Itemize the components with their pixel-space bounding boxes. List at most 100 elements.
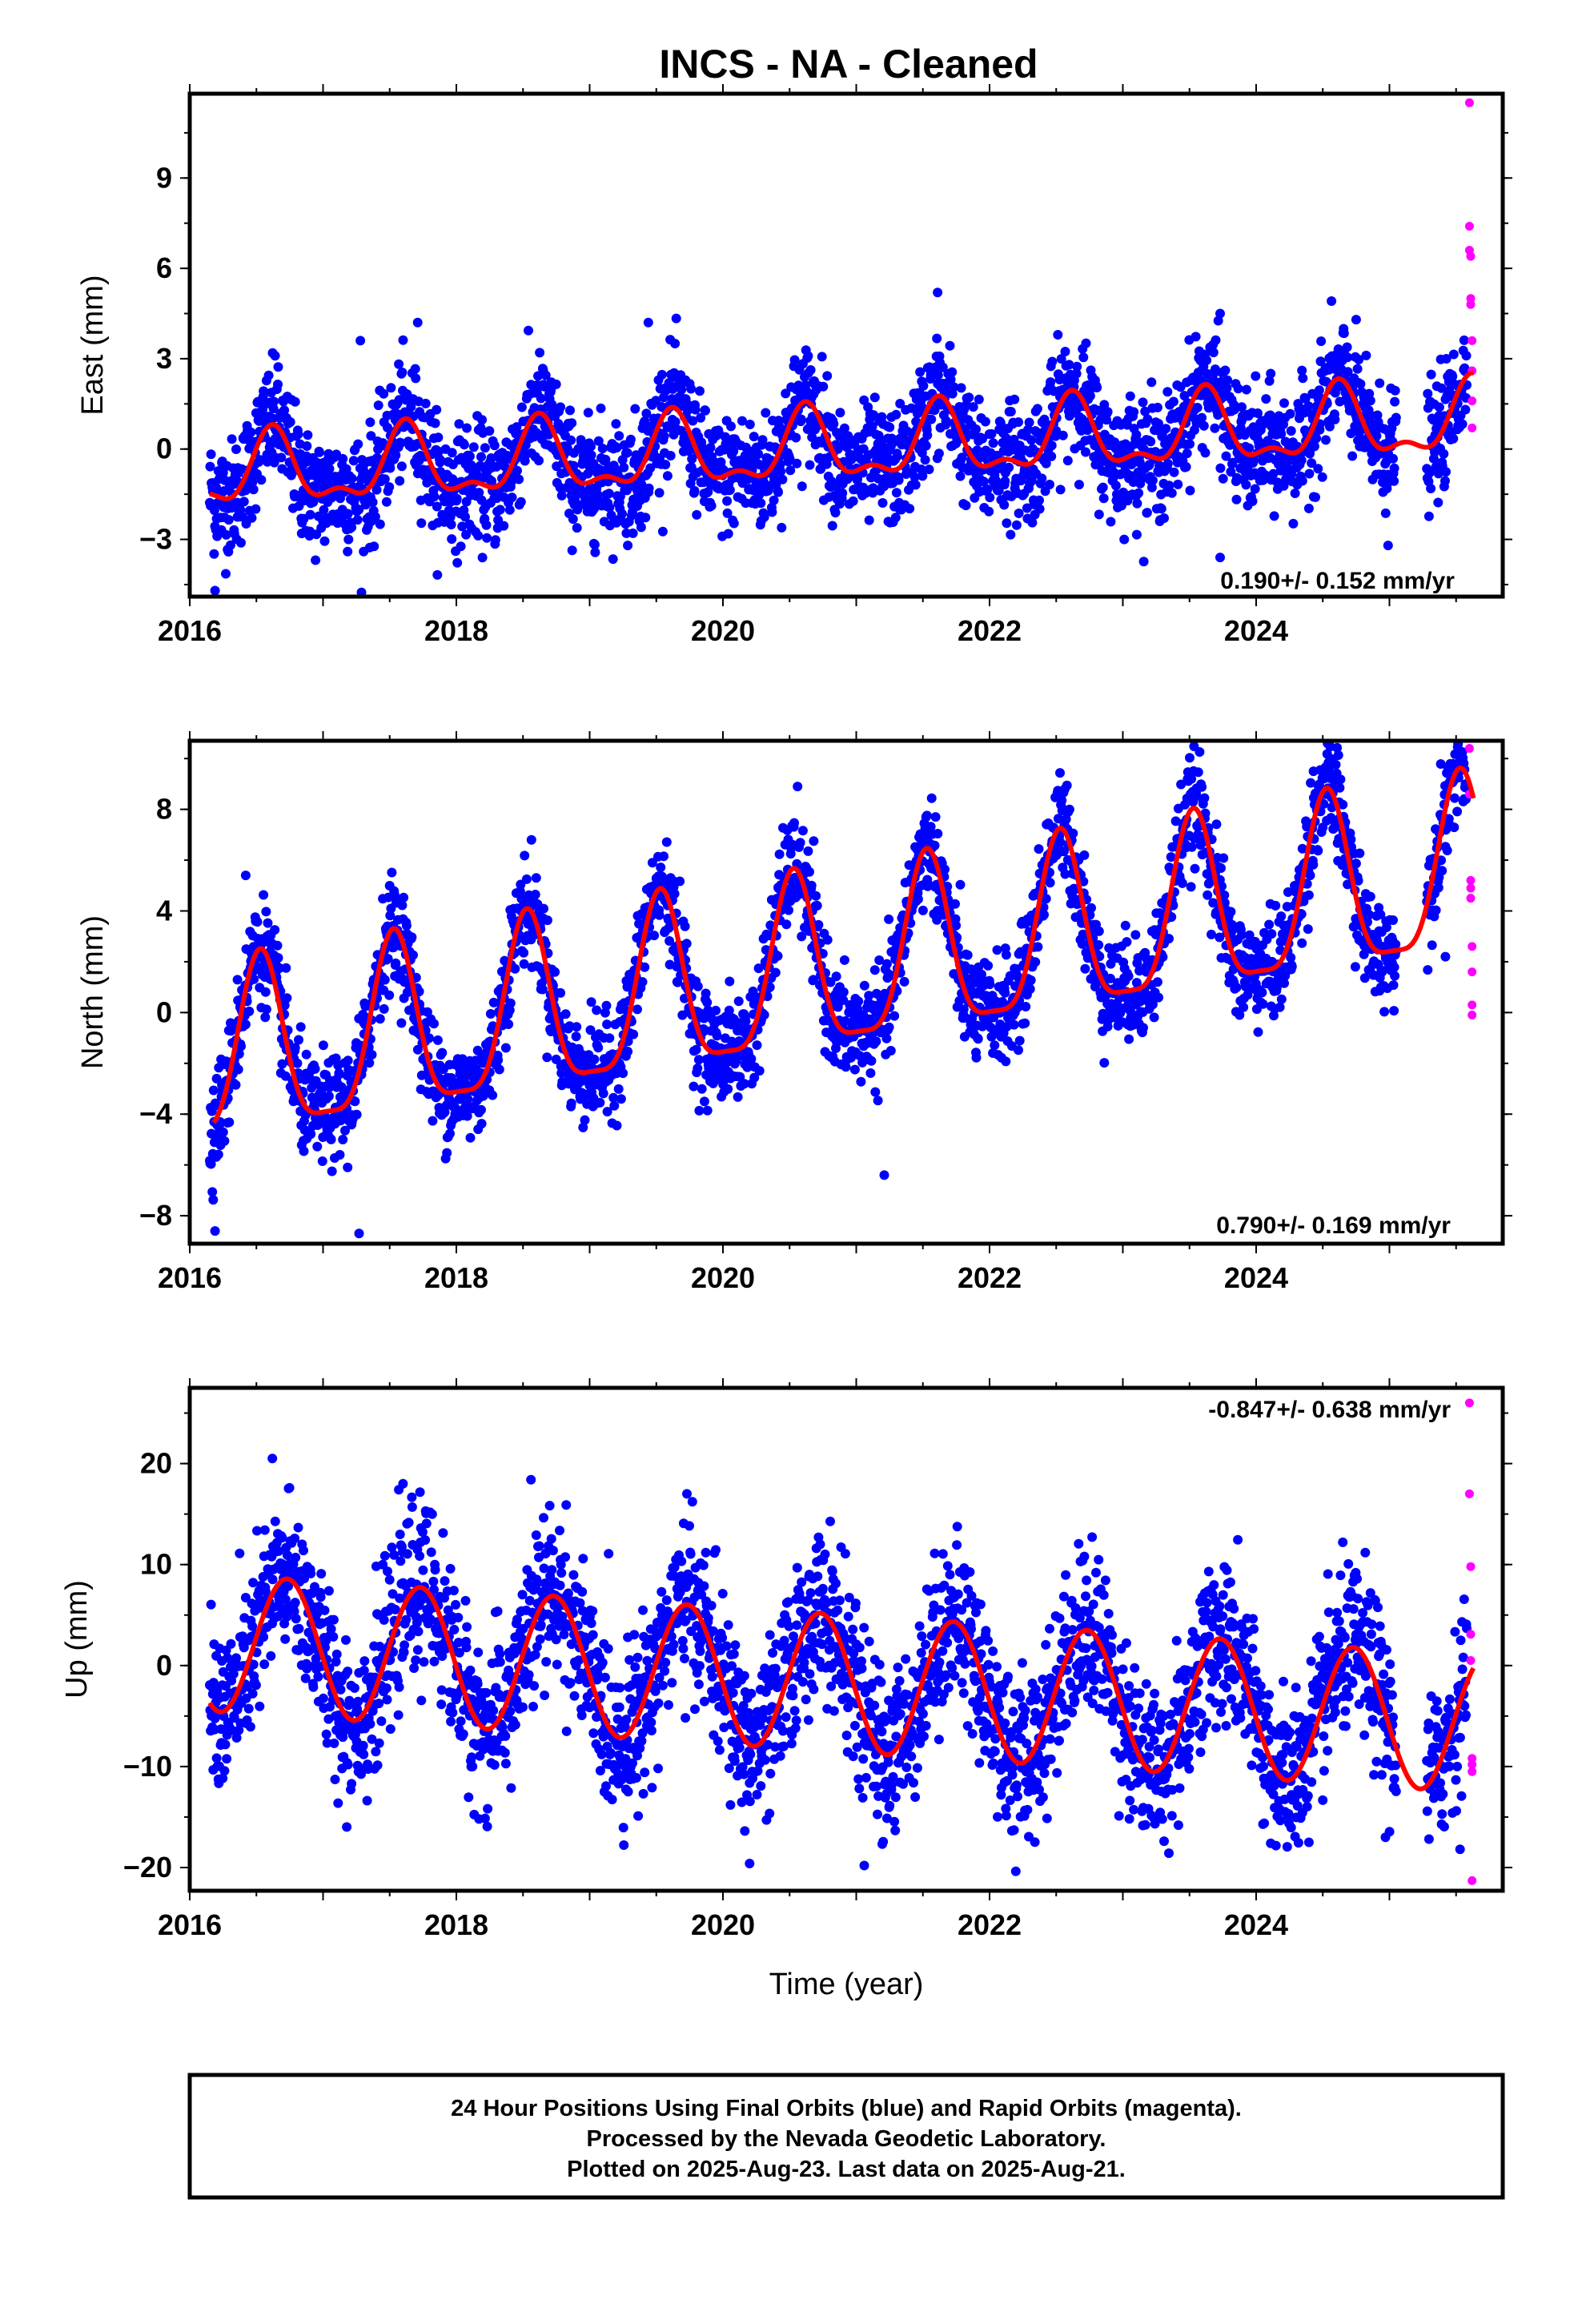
east-final-point xyxy=(1119,534,1130,545)
east-final-point xyxy=(420,398,431,408)
east-final-point xyxy=(593,436,604,446)
north-final-point xyxy=(866,1055,877,1066)
east-final-point xyxy=(608,554,618,565)
north-final-point xyxy=(476,1119,487,1129)
east-final-point xyxy=(628,528,638,538)
north-final-point xyxy=(711,1005,721,1015)
east-final-point xyxy=(777,474,788,485)
north-final-point xyxy=(958,1004,969,1015)
east-final-point xyxy=(659,431,669,441)
north-final-point xyxy=(281,963,291,973)
east-final-point xyxy=(536,393,546,404)
east-final-point xyxy=(1286,426,1296,436)
north-final-point xyxy=(270,925,280,935)
north-final-point xyxy=(1009,1019,1019,1030)
north-final-point xyxy=(797,826,808,836)
north-final-point xyxy=(592,1005,602,1015)
north-final-point xyxy=(600,1007,610,1018)
north-final-point xyxy=(301,1049,311,1059)
north-final-point xyxy=(589,1054,600,1064)
east-final-point xyxy=(1440,476,1450,486)
north-final-point xyxy=(429,1019,439,1029)
east-final-point xyxy=(956,383,966,393)
east-final-point xyxy=(982,484,993,494)
east-final-point xyxy=(1210,423,1220,433)
east-final-point xyxy=(705,443,716,452)
east-final-point xyxy=(785,454,795,464)
east-ytick-label: −3 xyxy=(139,523,172,556)
east-final-point xyxy=(1060,347,1070,356)
east-final-point xyxy=(432,501,442,512)
north-final-point xyxy=(955,879,966,890)
north-final-point xyxy=(691,1044,701,1055)
east-final-point xyxy=(725,485,735,495)
east-final-point xyxy=(1182,448,1192,459)
east-final-point xyxy=(1424,468,1435,478)
east-final-point xyxy=(516,497,526,507)
east-final-point xyxy=(867,421,877,432)
north-final-point xyxy=(869,965,880,975)
east-final-point xyxy=(1215,463,1226,473)
east-final-point xyxy=(1222,383,1232,393)
north-final-point xyxy=(550,967,560,977)
east-final-point xyxy=(381,497,391,507)
east-final-point xyxy=(1006,529,1016,540)
east-final-point xyxy=(1055,485,1066,495)
east-final-point xyxy=(303,430,313,440)
north-final-point xyxy=(572,1022,582,1032)
east-final-point xyxy=(293,429,303,440)
north-final-point xyxy=(1033,942,1043,952)
north-final-point xyxy=(859,980,869,991)
east-final-point xyxy=(1433,497,1443,508)
east-final-point xyxy=(452,493,462,504)
east-final-point xyxy=(1142,414,1153,424)
east-rate-label: 0.190+/- 0.152 mm/yr xyxy=(1220,568,1455,594)
east-final-point xyxy=(1131,529,1142,540)
north-final-point xyxy=(294,1035,303,1045)
east-final-point xyxy=(391,450,401,460)
north-final-point xyxy=(343,1162,353,1172)
north-final-point xyxy=(870,1087,881,1097)
east-final-point xyxy=(1208,348,1219,358)
north-final-point xyxy=(396,1018,407,1028)
east-final-point xyxy=(1181,462,1191,472)
east-final-point xyxy=(432,569,443,580)
east-final-point xyxy=(1221,451,1231,461)
east-final-point xyxy=(206,449,216,460)
east-final-point xyxy=(484,426,495,436)
east-final-point xyxy=(365,417,375,428)
east-final-point xyxy=(1261,394,1271,404)
east-final-point xyxy=(1288,518,1299,529)
east-final-point xyxy=(1390,385,1400,396)
east-final-point xyxy=(567,545,577,556)
east-final-point xyxy=(343,534,354,545)
north-final-point xyxy=(391,958,401,968)
east-final-point xyxy=(706,501,717,511)
north-final-point xyxy=(811,891,821,901)
east-final-point xyxy=(477,553,488,563)
north-final-point xyxy=(940,864,950,875)
east-final-point xyxy=(1045,480,1054,489)
north-final-point xyxy=(595,1097,605,1108)
north-final-point xyxy=(401,920,412,931)
east-rapid-point xyxy=(1464,222,1474,231)
east-final-point xyxy=(592,489,603,500)
east-final-point xyxy=(773,487,783,497)
east-final-point xyxy=(231,444,241,454)
north-final-point xyxy=(699,1096,709,1107)
north-final-point xyxy=(640,962,650,972)
east-final-point xyxy=(489,440,500,451)
east-final-point xyxy=(1389,463,1399,473)
east-final-point xyxy=(1303,503,1314,513)
east-final-point xyxy=(1011,520,1022,530)
east-final-point xyxy=(586,450,596,460)
east-final-point xyxy=(540,370,551,380)
east-final-point xyxy=(1220,365,1231,376)
east-final-point xyxy=(507,493,517,503)
east-final-point xyxy=(688,416,698,426)
east-final-point xyxy=(701,405,710,416)
east-final-point xyxy=(640,513,651,523)
north-final-point xyxy=(694,1105,705,1116)
north-final-point xyxy=(399,892,409,903)
east-final-point xyxy=(371,485,382,495)
